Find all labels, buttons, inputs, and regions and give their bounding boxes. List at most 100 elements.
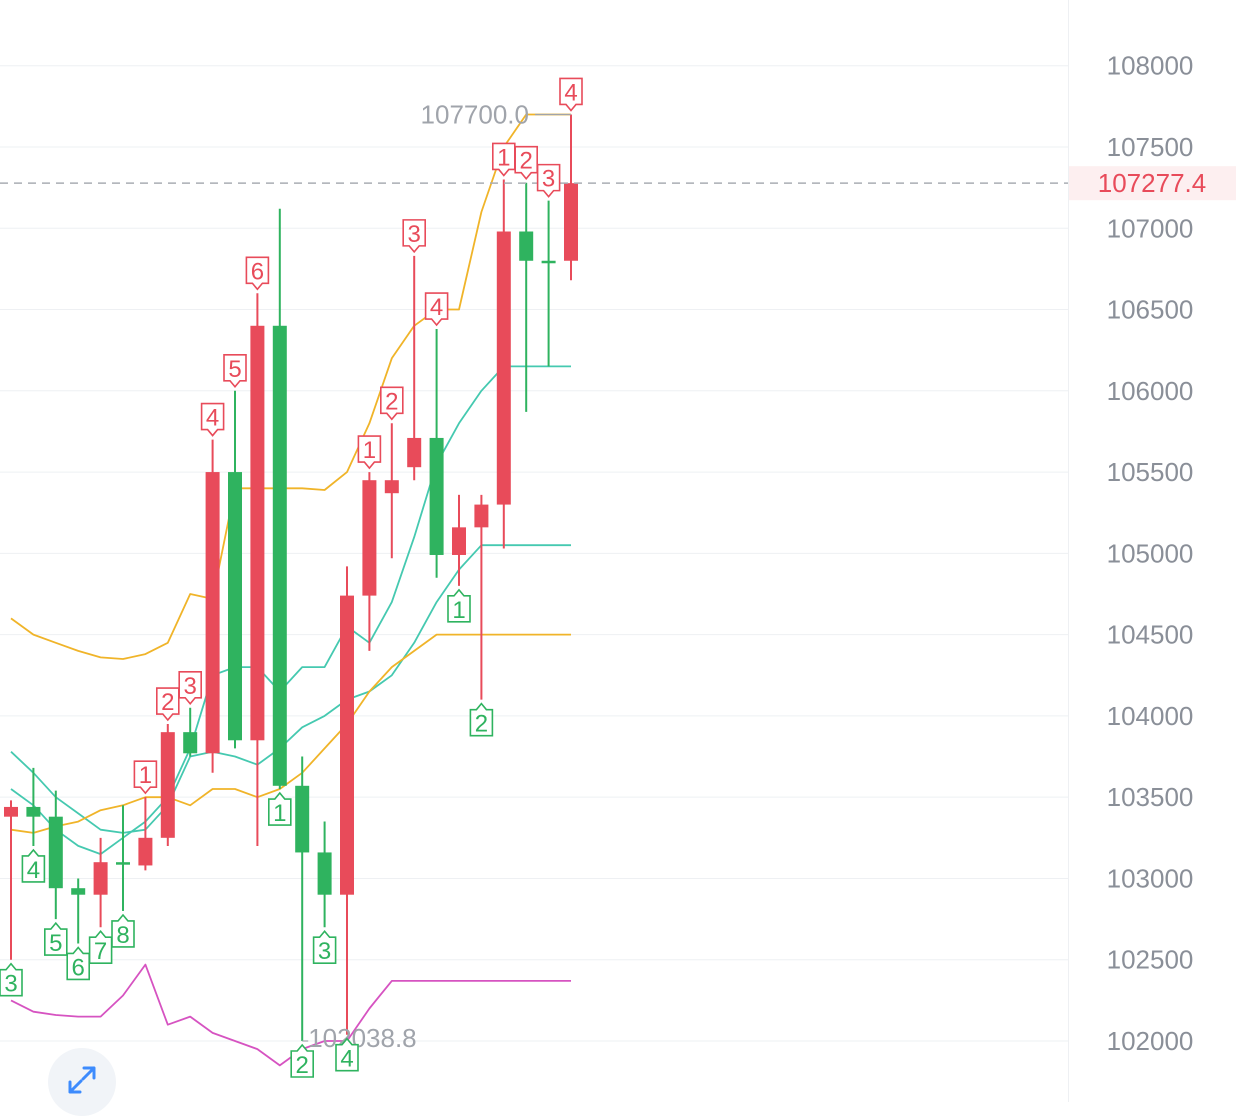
candle-23 [496,179,511,549]
count-marker-box [44,921,68,956]
candles [4,114,578,1041]
candle-body [250,325,265,741]
count-marker-label: 7 [94,938,107,965]
count-marker-label: 4 [206,405,219,432]
count-marker-box [21,848,46,883]
candle-15 [317,821,332,928]
count-marker-box [178,670,202,706]
candle-body [384,480,399,494]
candle-body [452,527,466,555]
count-marker-4: 6 [66,946,90,981]
candle-body [26,806,41,817]
current-price-label-bg [1068,166,1236,201]
ma-line-1 [10,113,571,660]
candle-body [228,472,242,741]
count-marker-20: 4 [424,292,449,327]
candle-body [160,732,175,838]
count-marker-box [424,292,449,327]
count-marker-label: 2 [296,1052,309,1079]
grid-lines [0,65,1068,1042]
count-marker-box [290,1043,314,1078]
count-marker-label: 5 [228,356,241,383]
candle-24 [519,182,534,412]
count-marker-6: 8 [111,913,135,949]
y-tick-label: 102500 [1107,945,1194,975]
candle-25 [541,200,556,367]
count-marker-19: 3 [402,219,426,254]
count-marker-label: 6 [251,258,264,285]
candle-body [295,785,310,853]
count-marker-box [469,702,494,737]
count-marker-label: 3 [184,673,197,700]
count-marker-box [514,145,538,180]
candle-8 [160,724,175,846]
count-marker-label: 1 [363,437,376,464]
y-tick-label: 105000 [1107,538,1194,568]
candle-19 [407,255,422,481]
y-tick-label: 108000 [1107,51,1194,81]
count-marker-13: 1 [268,791,292,827]
count-marker-label: 4 [564,79,577,106]
candle-9 [183,707,198,757]
candle-body [407,437,422,468]
count-marker-label: 3 [408,221,421,248]
candle-26 [564,114,578,281]
count-marker-box [559,77,583,112]
ma-line-4 [10,633,571,834]
low-price-label: 102038.8 [308,1023,416,1053]
candle-17 [362,472,377,651]
count-marker-label: 1 [497,144,510,171]
candle-body [474,504,489,528]
price-axis-panel[interactable] [1068,0,1236,1102]
y-tick-label: 107500 [1107,132,1194,162]
count-marker-10: 4 [200,402,225,437]
count-marker-box [200,402,225,437]
count-marker-15: 3 [312,929,337,965]
candle-body [317,852,332,895]
count-marker-label: 1 [139,762,152,789]
expand-diagonal-icon [68,1066,96,1094]
candle-10 [205,439,220,773]
count-marker-label: 8 [116,922,129,949]
candle-14 [295,756,310,1041]
y-tick-label: 107000 [1107,213,1194,243]
count-marker-box [268,791,292,826]
count-marker-box [402,219,426,254]
candle-13 [272,208,287,790]
y-tick-label: 106500 [1107,295,1194,325]
count-marker-7: 1 [133,760,158,795]
candle-12 [250,293,265,846]
y-tick-label: 103500 [1107,782,1194,812]
count-marker-box [88,929,113,965]
count-marker-label: 3 [318,938,331,965]
count-marker-box [380,386,404,421]
count-marker-box [447,588,471,623]
expand-chart-button[interactable] [48,1048,116,1116]
count-marker-25: 3 [536,163,561,198]
candle-body [4,806,18,817]
count-marker-5: 7 [88,929,113,965]
count-marker-box [0,962,23,997]
count-marker-22: 2 [469,702,494,738]
count-marker-label: 4 [430,294,443,321]
count-marker-18: 2 [380,386,404,421]
count-marker-17: 1 [357,435,382,470]
count-marker-label: 6 [72,954,85,981]
count-marker-label: 2 [520,148,533,175]
candle-6 [116,805,130,911]
moving-average-lines [10,113,571,1067]
candle-body [116,862,130,865]
count-marker-box [536,163,561,198]
count-marker-14: 2 [290,1043,314,1079]
count-marker-3: 5 [44,921,68,957]
candle-body [205,472,220,754]
count-marker-8: 2 [156,687,180,722]
count-marker-box [245,256,270,291]
count-marker-box [66,946,90,981]
y-tick-label: 104500 [1107,620,1194,650]
count-marker-label: 4 [27,857,40,884]
candle-3 [48,790,63,920]
